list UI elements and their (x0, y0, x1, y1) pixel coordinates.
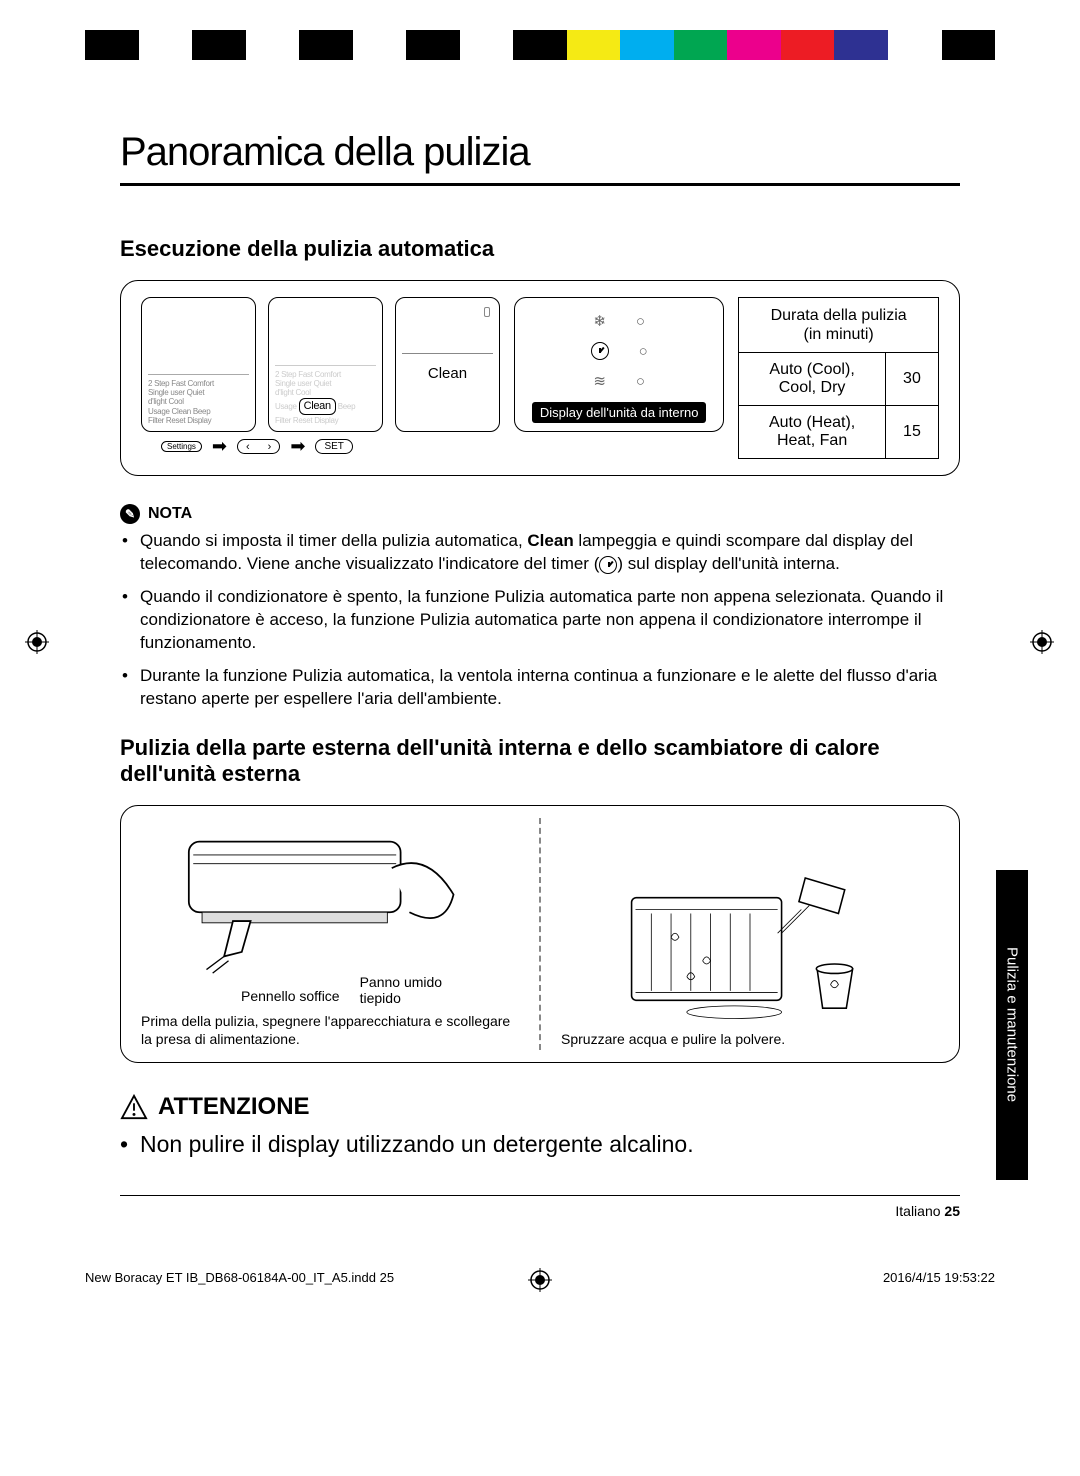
warning-icon (120, 1094, 148, 1120)
remote-text: d'light Cool (148, 397, 249, 406)
remote-before-icon: 2 Step Fast Comfort Single user Quiet d'… (141, 297, 256, 432)
remote-after-icon: 2 Step Fast Comfort Single user Quiet d'… (268, 297, 383, 432)
timer-icon (591, 342, 609, 360)
dot-icon: ○ (636, 373, 645, 390)
remote-text: Filter Reset Display (275, 416, 376, 425)
remote-text: Filter Reset Display (148, 416, 249, 425)
set-pill: SET (315, 439, 352, 454)
nota-item: Quando il condizionatore è spento, la fu… (140, 586, 960, 655)
external-cleaning-diagram: Pennello soffice Panno umido tiepido Pri… (120, 805, 960, 1063)
remote-text: 2 Step Fast Comfort (275, 370, 376, 379)
outdoor-unit-cleaning: Spruzzare acqua e pulire la polvere. (541, 806, 959, 1062)
timer-icon (599, 556, 617, 574)
table-cell: Auto (Cool), Cool, Dry (739, 353, 886, 406)
page-title: Panoramica della pulizia (120, 130, 960, 186)
remote-text: d'light Cool (275, 388, 376, 397)
registration-mark-icon (1030, 630, 1054, 654)
indoor-display-label: Display dell'unità da interno (532, 402, 707, 423)
attenzione-item: Non pulire il display utilizzando un det… (140, 1131, 960, 1158)
section-title-auto-clean: Esecuzione della pulizia automatica (120, 236, 960, 262)
remote-text: Usage Clean Beep (148, 407, 249, 416)
imprint-timestamp: 2016/4/15 19:53:22 (883, 1270, 995, 1285)
outdoor-unit-illustration-icon (561, 874, 939, 1024)
snowflake-icon: ❄ (593, 312, 606, 330)
footer-rule (120, 1195, 960, 1196)
right-caption: Spruzzare acqua e pulire la polvere. (561, 1030, 939, 1048)
remote-text: Single user Quiet (148, 388, 249, 397)
indoor-unit-display-icon: ❄ ○ ○ ≋ ○ Display dell'unità da interno (514, 297, 724, 432)
nota-item: Quando si imposta il timer della pulizia… (140, 530, 960, 576)
table-header: Durata della pulizia(in minuti) (739, 298, 939, 353)
imprint-footer: New Boracay ET IB_DB68-06184A-00_IT_A5.i… (85, 1270, 995, 1285)
clean-display-label: Clean (428, 365, 467, 382)
button-sequence: Settings ➡ ‹› ➡ SET (141, 436, 500, 457)
nota-item: Durante la funzione Pulizia automatica, … (140, 665, 960, 711)
clean-highlight: Clean (299, 398, 336, 415)
arrow-right-icon: ➡ (290, 436, 305, 457)
nota-heading-text: NOTA (148, 505, 192, 523)
section-title-external-clean: Pulizia della parte esterna dell'unità i… (120, 735, 960, 787)
table-cell: Auto (Heat), Heat, Fan (739, 406, 886, 459)
registration-mark-icon (528, 33, 552, 57)
remote-text: 2 Step Fast Comfort (148, 379, 249, 388)
table-cell: 15 (885, 406, 938, 459)
imprint-filename: New Boracay ET IB_DB68-06184A-00_IT_A5.i… (85, 1270, 394, 1285)
cleaning-duration-table: Durata della pulizia(in minuti) Auto (Co… (738, 297, 939, 459)
wave-icon: ≋ (593, 372, 606, 390)
dot-icon: ○ (639, 343, 648, 360)
registration-mark-icon (25, 630, 49, 654)
remote-text: Single user Quiet (275, 379, 376, 388)
cloth-label: Panno umido tiepido (360, 974, 470, 1006)
settings-pill: Settings (161, 441, 202, 452)
nota-list: Quando si imposta il timer della pulizia… (120, 530, 960, 711)
page-content: Panoramica della pulizia Esecuzione dell… (120, 130, 960, 1158)
nav-pill: ‹› (237, 439, 280, 454)
left-caption: Prima della pulizia, spegnere l'apparecc… (141, 1012, 519, 1048)
page-language-number: Italiano 25 (895, 1203, 960, 1219)
attenzione-heading: ATTENZIONE (120, 1093, 960, 1121)
attenzione-heading-text: ATTENZIONE (158, 1093, 310, 1121)
section-tab: Pulizia e manutenzione (996, 870, 1028, 1180)
table-cell: 30 (885, 353, 938, 406)
nota-heading: ✎ NOTA (120, 504, 960, 524)
arrow-right-icon: ➡ (212, 436, 227, 457)
brush-label: Pennello soffice (241, 988, 340, 1006)
indoor-unit-illustration-icon (141, 824, 519, 974)
indoor-unit-cleaning: Pennello soffice Panno umido tiepido Pri… (121, 806, 539, 1062)
dot-icon: ○ (636, 313, 645, 330)
note-icon: ✎ (120, 504, 140, 524)
attenzione-list: Non pulire il display utilizzando un det… (120, 1131, 960, 1158)
auto-clean-diagram: 2 Step Fast Comfort Single user Quiet d'… (120, 280, 960, 476)
clean-display-icon: Clean (395, 297, 500, 432)
